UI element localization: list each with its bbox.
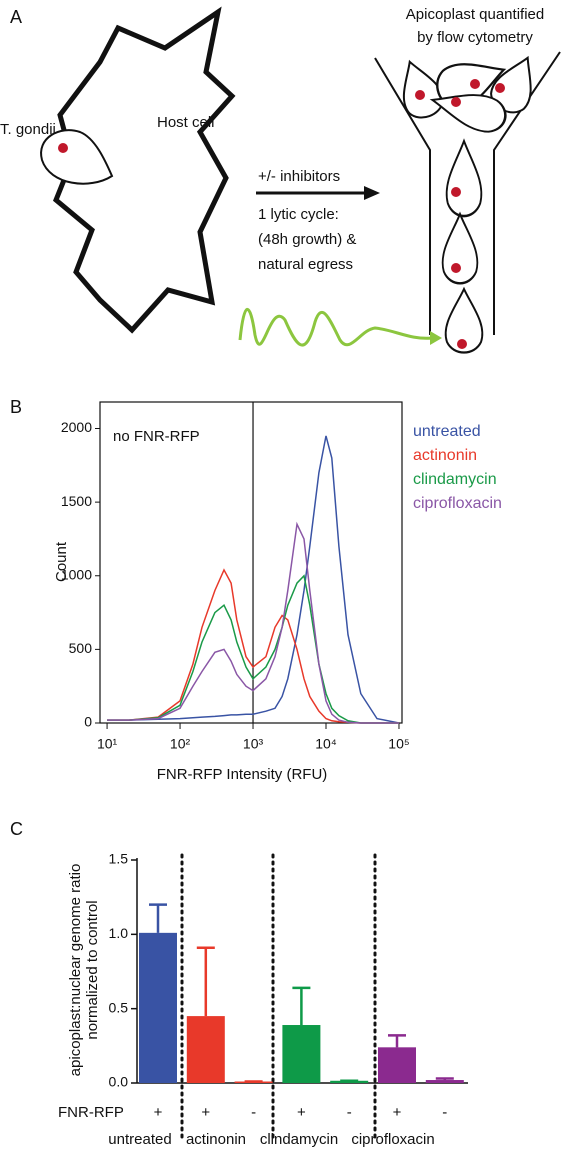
- apicoplast: [58, 143, 68, 153]
- panel-label: B: [10, 397, 22, 417]
- bar: [378, 1047, 416, 1083]
- y-tick-label: 500: [69, 640, 93, 656]
- y-axis-label: normalized to control: [84, 900, 101, 1039]
- y-axis-label: Count: [53, 541, 70, 582]
- row-label: FNR-RFP: [58, 1104, 124, 1121]
- legend-entry: ciprofloxacin: [413, 495, 502, 512]
- flow-arrow: [430, 331, 442, 345]
- apicoplasts: [415, 79, 505, 349]
- host-cell: [53, 6, 236, 334]
- category-label: +: [201, 1104, 210, 1121]
- diagram-title: Apicoplast quantified: [406, 6, 544, 23]
- parasite: [40, 129, 114, 185]
- error-bar: [388, 1034, 406, 1048]
- y-tick-label: 2000: [61, 419, 92, 435]
- x-tick-label: 10⁴: [315, 736, 337, 752]
- category-label: +: [297, 1104, 306, 1121]
- histogram-line: [107, 568, 399, 724]
- parasite-label: T. gondii: [0, 121, 56, 138]
- flow-wave: [238, 307, 433, 347]
- x-tick-label: 10¹: [97, 736, 118, 752]
- error-bar: [196, 946, 215, 1017]
- treatment: +/- inhibitors: [258, 168, 340, 185]
- legend-entry: untreated: [413, 423, 481, 440]
- diagram-title: by flow cytometry: [417, 29, 533, 46]
- y-tick-label: 1000: [61, 566, 92, 582]
- x-tick-label: 10²: [170, 736, 191, 752]
- funnel: [493, 51, 561, 335]
- group-label: clindamycin: [260, 1131, 338, 1148]
- x-tick-label: 10³: [243, 736, 264, 752]
- group-label: actinonin: [186, 1131, 246, 1148]
- bar: [139, 932, 177, 1083]
- host-label: Host cell: [157, 114, 215, 131]
- panel-label: A: [10, 7, 22, 27]
- bar: [282, 1025, 321, 1083]
- y-tick-label: 0.0: [109, 1074, 129, 1090]
- cycle-text: 1 lytic cycle:: [258, 206, 339, 223]
- category-label: -: [442, 1104, 447, 1121]
- category-label: +: [154, 1104, 163, 1121]
- cells: [390, 48, 547, 354]
- x-tick-label: 10⁵: [388, 736, 409, 752]
- y-tick-label: 1.0: [109, 925, 129, 941]
- bar: [186, 1016, 225, 1083]
- category-label: -: [347, 1104, 352, 1121]
- legend-entry: clindamycin: [413, 471, 497, 488]
- error-bar: [435, 1077, 454, 1081]
- error-bar: [292, 986, 311, 1026]
- histogram-line: [107, 435, 400, 724]
- y-axis-label: apicoplast:nuclear genome ratio: [67, 864, 84, 1077]
- x-axis-label: FNR-RFP Intensity (RFU): [157, 766, 328, 783]
- group-label: ciprofloxacin: [351, 1131, 434, 1148]
- histogram-line: [107, 521, 399, 724]
- plot-frame: [99, 401, 403, 724]
- category-label: +: [393, 1104, 402, 1121]
- y-tick-label: 0.5: [109, 999, 129, 1015]
- y-tick-label: 1.5: [109, 851, 129, 867]
- histogram-line: [107, 574, 399, 724]
- error-bar: [149, 903, 167, 933]
- bar: [425, 1080, 464, 1083]
- y-tick-label: 1500: [61, 493, 92, 509]
- cycle-text: (48h growth) &: [258, 231, 356, 248]
- annotation: no FNR-RFP: [113, 428, 200, 445]
- legend-entry: actinonin: [413, 447, 477, 464]
- y-tick-label: 0: [84, 714, 92, 730]
- cycle-text: natural egress: [258, 256, 353, 273]
- category-label: -: [251, 1104, 256, 1121]
- arrow-head: [364, 186, 380, 200]
- group-label: untreated: [108, 1131, 171, 1148]
- funnel: [374, 57, 431, 335]
- panel-label: C: [10, 819, 23, 839]
